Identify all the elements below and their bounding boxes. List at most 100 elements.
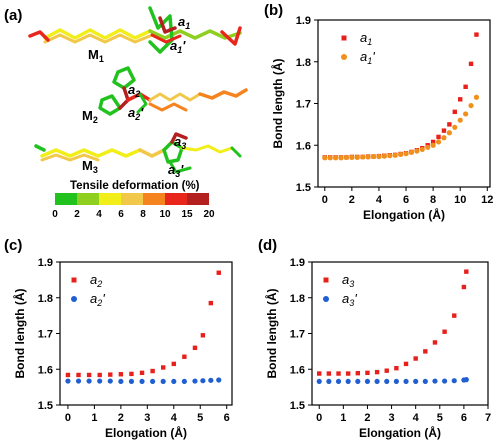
data-point bbox=[452, 124, 458, 130]
data-point bbox=[451, 378, 457, 384]
data-point bbox=[326, 371, 332, 376]
y-axis-label: Bond length (Å) bbox=[264, 289, 279, 379]
legend-marker bbox=[341, 54, 347, 60]
data-point bbox=[425, 144, 431, 150]
legend-marker bbox=[71, 296, 77, 302]
legend-marker bbox=[323, 296, 329, 302]
data-point bbox=[65, 372, 71, 378]
data-point bbox=[139, 378, 145, 385]
data-point bbox=[192, 345, 198, 350]
x-tick-label: 2 bbox=[364, 412, 370, 424]
x-tick-label: 6 bbox=[461, 412, 467, 424]
data-point bbox=[97, 378, 103, 384]
data-point bbox=[160, 378, 166, 385]
y-tick-label: 1.8 bbox=[296, 57, 311, 69]
data-point bbox=[349, 154, 355, 160]
data-point bbox=[403, 361, 409, 367]
data-point bbox=[208, 300, 214, 306]
x-tick-label: 4 bbox=[376, 194, 383, 206]
data-point bbox=[345, 378, 351, 385]
colorbar-tick-0: 0 bbox=[52, 209, 58, 220]
data-point bbox=[161, 365, 166, 370]
data-point bbox=[216, 377, 222, 383]
panel-label: (c) bbox=[4, 237, 22, 254]
x-tick-label: 1 bbox=[91, 412, 97, 424]
data-point bbox=[338, 155, 344, 161]
data-point bbox=[335, 378, 342, 385]
data-point bbox=[422, 378, 428, 385]
data-point bbox=[181, 378, 187, 385]
bond-label-a3-prime: a3' bbox=[168, 162, 184, 179]
data-point bbox=[107, 378, 113, 384]
legend-entry: a3 bbox=[323, 272, 354, 289]
y-tick-label: 1.9 bbox=[296, 15, 311, 27]
bond-label-a1: a1 bbox=[178, 14, 190, 31]
molecule-m2-structure bbox=[98, 66, 248, 116]
data-point bbox=[365, 154, 371, 160]
chart-panel-d: (d) 0 1 2 3 4 5 6 7 1.5 1.6 1.7 1.8 1.9 Elongation (Å)… bbox=[258, 237, 491, 440]
colorbar-tick-5: 10 bbox=[159, 209, 171, 220]
y-tick-label: 1.8 bbox=[38, 293, 53, 305]
panel-label: (b) bbox=[264, 2, 283, 19]
data-point bbox=[398, 151, 404, 158]
x-axis-label: Elongation (Å) bbox=[105, 425, 187, 440]
data-point bbox=[150, 378, 156, 385]
colorbar-swatch-2 bbox=[99, 193, 121, 205]
x-tick-label: 5 bbox=[437, 412, 443, 424]
data-point bbox=[327, 155, 333, 161]
data-point bbox=[447, 122, 452, 127]
data-point bbox=[118, 372, 124, 377]
panel-a: (a) M1 a1 a1' M2 a2 a2' bbox=[4, 6, 248, 220]
data-point bbox=[381, 153, 387, 159]
data-point bbox=[326, 378, 332, 385]
data-point bbox=[387, 153, 393, 159]
data-point bbox=[452, 109, 457, 115]
colorbar-swatch-5 bbox=[165, 193, 187, 205]
data-point bbox=[139, 370, 145, 376]
data-point bbox=[374, 369, 380, 375]
data-point bbox=[442, 329, 447, 334]
data-point bbox=[452, 313, 457, 318]
colorbar-tick-6: 15 bbox=[181, 209, 193, 220]
legend-marker bbox=[71, 277, 77, 283]
x-tick-label: 6 bbox=[224, 412, 230, 424]
y-tick-label: 1.5 bbox=[296, 182, 311, 194]
series-a1-prime bbox=[322, 94, 480, 161]
data-point bbox=[446, 130, 452, 136]
x-tick-label: 0 bbox=[322, 194, 328, 206]
series-a3-prime bbox=[316, 377, 469, 385]
data-point bbox=[128, 378, 135, 385]
data-point bbox=[322, 155, 328, 161]
data-point bbox=[129, 371, 134, 377]
data-point bbox=[474, 32, 479, 37]
x-axis-label: Elongation (Å) bbox=[359, 425, 441, 440]
x-tick-label: 2 bbox=[349, 194, 355, 206]
colorbar-swatch-0 bbox=[55, 193, 77, 205]
legend-label: a3 bbox=[342, 272, 354, 289]
x-tick-label: 0 bbox=[316, 412, 322, 424]
x-tick-label: 10 bbox=[454, 194, 466, 206]
x-tick-label: 3 bbox=[144, 412, 150, 424]
x-axis-label: Elongation (Å) bbox=[363, 207, 445, 222]
data-point bbox=[413, 378, 419, 385]
data-point bbox=[365, 370, 370, 376]
data-point bbox=[364, 378, 371, 385]
data-point bbox=[316, 378, 322, 385]
y-tick-label: 1.5 bbox=[290, 400, 305, 412]
y-tick-label: 1.9 bbox=[38, 257, 53, 269]
bond-label-a3: a3 bbox=[174, 134, 186, 151]
colorbar-swatch-1 bbox=[77, 193, 99, 205]
data-point bbox=[403, 378, 409, 385]
data-point bbox=[370, 153, 377, 160]
molecule-m3-structure bbox=[34, 132, 242, 174]
data-point bbox=[403, 151, 409, 157]
data-point bbox=[76, 372, 81, 378]
x-tick-label: 5 bbox=[197, 412, 203, 424]
colorbar-swatch-3 bbox=[121, 193, 143, 205]
data-point bbox=[473, 94, 480, 100]
data-point bbox=[374, 378, 380, 385]
data-point bbox=[435, 139, 442, 145]
plot-frame bbox=[59, 261, 233, 406]
x-tick-label: 2 bbox=[118, 412, 124, 424]
